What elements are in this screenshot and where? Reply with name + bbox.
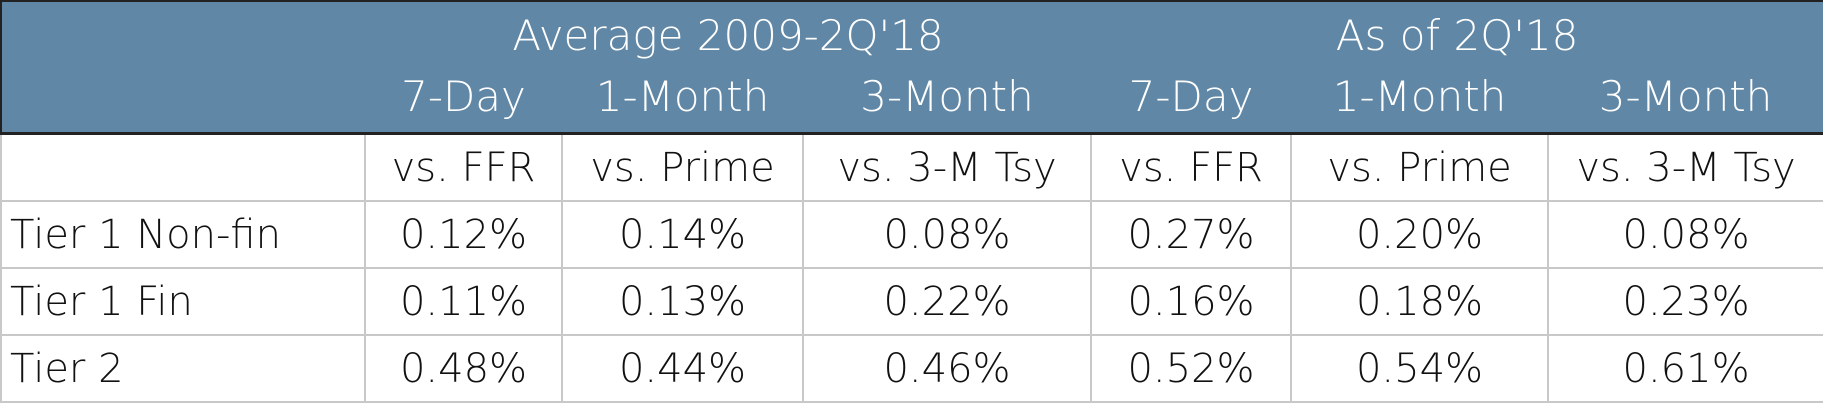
value-cell: 0.11%	[364, 267, 563, 336]
benchmark: vs. 3-M Tsy	[801, 132, 1093, 202]
benchmark: vs. FFR	[364, 132, 563, 202]
value-cell: 0.52%	[1090, 334, 1293, 403]
benchmark-row: vs. FFR vs. Prime vs. 3-M Tsy vs. FFR vs. Pr…	[0, 132, 1823, 202]
value-cell: 0.54%	[1290, 334, 1550, 403]
period-header: 7-Day	[365, 60, 562, 135]
benchmark: vs. Prime	[561, 132, 804, 202]
benchmark: vs. 3-M Tsy	[1547, 132, 1823, 202]
period-header: 3-Month	[803, 60, 1092, 135]
group-header: As of 2Q'18	[1091, 1, 1823, 60]
period-header: 1-Month	[562, 60, 803, 135]
value-cell: 0.08%	[801, 200, 1093, 269]
value-cell: 0.22%	[801, 267, 1093, 336]
period-header: 1-Month	[1291, 60, 1549, 135]
value-cell: 0.18%	[1290, 267, 1550, 336]
value-cell: 0.12%	[364, 200, 563, 269]
group-header-row: Average 2009-2Q'18 As of 2Q'18	[1, 1, 1823, 60]
value-cell: 0.48%	[364, 334, 563, 403]
corner-cell	[1, 60, 365, 135]
data-row: Tier 1 Non-fin 0.12% 0.14% 0.08% 0.27% 0.20% 0…	[0, 200, 1823, 269]
row-label: Tier 1 Non-fin	[0, 200, 366, 269]
benchmark: vs. Prime	[1290, 132, 1550, 202]
empty-cell	[0, 132, 366, 202]
period-header: 3-Month	[1548, 60, 1823, 135]
group-header: Average 2009-2Q'18	[365, 1, 1092, 60]
value-cell: 0.46%	[801, 334, 1093, 403]
corner-cell	[1, 1, 365, 60]
benchmark: vs. FFR	[1090, 132, 1293, 202]
value-cell: 0.20%	[1290, 200, 1550, 269]
row-label: Tier 1 Fin	[0, 267, 366, 336]
value-cell: 0.08%	[1547, 200, 1823, 269]
value-cell: 0.61%	[1547, 334, 1823, 403]
row-label: Tier 2	[0, 334, 366, 403]
value-cell: 0.13%	[561, 267, 804, 336]
data-row: Tier 2 0.48% 0.44% 0.46% 0.52% 0.54% 0.61%	[0, 334, 1823, 403]
value-cell: 0.14%	[561, 200, 804, 269]
value-cell: 0.44%	[561, 334, 804, 403]
period-header: 7-Day	[1091, 60, 1292, 135]
value-cell: 0.16%	[1090, 267, 1293, 336]
value-cell: 0.23%	[1547, 267, 1823, 336]
value-cell: 0.27%	[1090, 200, 1293, 269]
data-row: Tier 1 Fin 0.11% 0.13% 0.22% 0.16% 0.18% 0.23%	[0, 267, 1823, 336]
period-header-row: 7-Day 1-Month 3-Month 7-Day 1-Month 3-Month	[1, 60, 1823, 135]
